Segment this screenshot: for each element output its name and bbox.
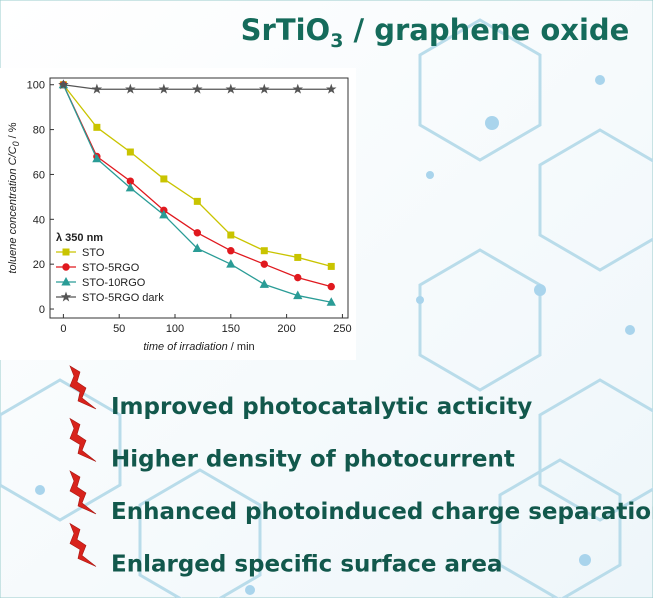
title-sub: 3 bbox=[330, 30, 343, 52]
x-label-unit: / min bbox=[228, 341, 255, 353]
x-tick-label: 0 bbox=[60, 323, 66, 335]
marker bbox=[58, 79, 69, 90]
x-tick-label: 200 bbox=[277, 323, 295, 335]
title-rest: / graphene oxide bbox=[343, 13, 629, 47]
marker bbox=[193, 197, 201, 205]
lightning-icon bbox=[69, 522, 97, 567]
x-tick-label: 50 bbox=[113, 323, 125, 335]
marker bbox=[260, 247, 268, 255]
legend-label: STO bbox=[82, 247, 105, 259]
legend-label: STO-5RGO bbox=[82, 262, 140, 274]
lightning-icon bbox=[69, 417, 97, 462]
hexagon-pattern bbox=[0, 18, 653, 598]
marker bbox=[292, 83, 304, 94]
legend-title: λ 350 nm bbox=[56, 232, 103, 244]
y-tick-label: 100 bbox=[27, 80, 45, 92]
marker bbox=[62, 263, 70, 271]
marker bbox=[158, 83, 170, 94]
marker bbox=[225, 83, 237, 94]
marker bbox=[260, 260, 268, 268]
marker bbox=[60, 291, 72, 302]
legend-label: STO-5RGO dark bbox=[82, 292, 164, 304]
x-tick-label: 250 bbox=[333, 323, 351, 335]
marker bbox=[293, 290, 303, 300]
title: SrTiO3 / graphene oxide bbox=[241, 13, 630, 52]
marker bbox=[227, 247, 235, 255]
marker bbox=[294, 273, 302, 282]
marker bbox=[93, 123, 101, 131]
x-tick-label: 150 bbox=[222, 323, 240, 335]
bullet-text: Enlarged specific surface area bbox=[111, 552, 502, 578]
marker bbox=[160, 175, 168, 183]
marker bbox=[192, 243, 202, 252]
plot-frame bbox=[49, 77, 349, 319]
marker bbox=[61, 276, 71, 286]
x-tick-label: 100 bbox=[166, 323, 184, 335]
legend-label: STO-10RGO bbox=[82, 277, 146, 289]
x-axis-label: time of irradiation / min bbox=[143, 341, 254, 353]
marker bbox=[126, 148, 134, 156]
marker bbox=[327, 262, 335, 270]
lightning-icon bbox=[69, 470, 97, 515]
bullet-text: Enhanced photoinduced charge separation bbox=[111, 499, 653, 525]
title-main: SrTiO bbox=[241, 13, 331, 47]
x-label-italic: time of irradiation bbox=[143, 341, 227, 353]
marker bbox=[125, 182, 135, 192]
y-tick-label: 60 bbox=[33, 169, 45, 181]
y-tick-label: 40 bbox=[33, 214, 45, 226]
chart-panel bbox=[0, 68, 356, 360]
y-label-main: toluene concentration C/C bbox=[7, 146, 19, 273]
marker bbox=[193, 229, 202, 237]
marker bbox=[92, 153, 102, 163]
y-tick-label: 80 bbox=[33, 125, 45, 137]
y-tick-label: 0 bbox=[39, 304, 45, 316]
marker bbox=[192, 83, 203, 94]
marker bbox=[91, 83, 103, 94]
marker bbox=[326, 297, 336, 306]
lightning-icon bbox=[69, 365, 97, 410]
y-axis-label: toluene concentration C/C0 / % bbox=[7, 122, 21, 273]
marker bbox=[62, 248, 70, 256]
marker bbox=[226, 259, 236, 268]
marker bbox=[294, 253, 302, 261]
y-tick-label: 20 bbox=[33, 259, 45, 271]
dots bbox=[35, 75, 635, 595]
bullet-text: Improved photocatalytic acticity bbox=[111, 394, 532, 420]
bullet-list: Improved photocatalytic acticity Higher d… bbox=[69, 365, 653, 578]
marker bbox=[259, 83, 270, 94]
marker bbox=[259, 279, 269, 288]
marker bbox=[325, 83, 337, 94]
marker bbox=[125, 83, 136, 94]
y-label-sub: 0 bbox=[11, 141, 21, 146]
chart: 0 50 100 150 200 250 0 20 40 60 80 100 time of irrad… bbox=[7, 77, 352, 353]
marker bbox=[327, 282, 335, 291]
y-label-unit: / % bbox=[7, 122, 19, 141]
bullet-text: Higher density of photocurrent bbox=[111, 447, 515, 473]
marker bbox=[227, 231, 235, 239]
marker bbox=[159, 209, 169, 219]
